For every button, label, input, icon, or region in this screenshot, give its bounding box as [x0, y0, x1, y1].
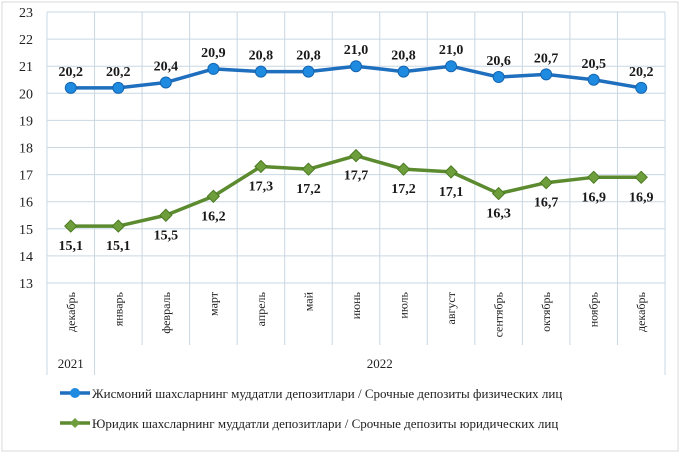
data-label: 17,2: [296, 182, 321, 197]
data-point: [64, 219, 78, 233]
data-label: 17,7: [344, 169, 369, 184]
x-tick-label: декабрь: [634, 291, 648, 332]
data-point: [349, 148, 363, 163]
data-label: 20,8: [249, 49, 274, 64]
data-label: 15,1: [106, 239, 131, 254]
data-point: [254, 159, 268, 174]
x-tick-label: февраль: [159, 291, 173, 333]
data-point: [207, 62, 220, 75]
data-label: 20,8: [296, 49, 321, 64]
data-label: 16,2: [201, 209, 226, 224]
x-tick-label: март: [206, 291, 220, 316]
data-point: [254, 65, 267, 78]
data-label: 21,0: [344, 43, 369, 58]
data-label: 15,5: [154, 228, 179, 243]
data-point: [302, 65, 315, 78]
y-tick-label: 20: [19, 87, 33, 102]
data-point: [397, 65, 410, 78]
data-label: 17,1: [439, 185, 464, 200]
data-label: 16,9: [581, 190, 606, 205]
y-tick-label: 23: [19, 6, 33, 21]
data-point: [159, 208, 173, 222]
y-tick-label: 14: [19, 250, 33, 265]
y-tick-label: 19: [19, 114, 33, 129]
x-tick-label: август: [444, 291, 458, 324]
x-tick-label: ноябрь: [587, 291, 601, 327]
data-point: [539, 176, 553, 190]
x-tick-label: май: [301, 291, 315, 311]
y-tick-label: 16: [19, 196, 33, 211]
data-label: 16,3: [486, 207, 511, 222]
data-label: 20,7: [534, 51, 559, 66]
data-label: 20,8: [391, 49, 416, 64]
data-label: 20,2: [629, 65, 654, 80]
x-tick-label: июль: [397, 291, 411, 318]
legend-marker-icon: [70, 418, 80, 428]
x-tick-label: апрель: [254, 291, 268, 326]
data-label: 20,6: [486, 54, 511, 69]
x-tick-label: январь: [111, 291, 125, 326]
data-label: 17,3: [249, 179, 274, 194]
y-tick-label: 21: [19, 60, 33, 75]
data-label: 20,2: [59, 65, 84, 80]
data-label: 20,4: [154, 59, 179, 74]
x-tick-label: сентябрь: [492, 291, 506, 337]
data-point: [350, 60, 362, 73]
data-point: [586, 170, 601, 185]
data-point: [634, 170, 648, 185]
data-label: 16,9: [629, 190, 654, 205]
data-point: [635, 81, 648, 94]
y-tick-label: 13: [19, 277, 33, 292]
data-label: 20,5: [581, 57, 606, 72]
y-tick-label: 18: [19, 142, 33, 157]
y-tick-label: 17: [19, 169, 33, 184]
data-point: [445, 60, 458, 73]
data-point: [64, 81, 77, 94]
data-point: [206, 189, 221, 203]
legend-marker-icon: [70, 388, 80, 398]
data-label: 15,1: [59, 239, 84, 254]
data-label: 20,2: [106, 65, 131, 80]
series-line-1: [70, 153, 642, 228]
x-tick-label: декабрь: [64, 291, 78, 332]
data-point: [112, 81, 125, 94]
year-label: 2022: [367, 356, 393, 371]
y-tick-label: 22: [19, 33, 33, 48]
data-point: [491, 186, 506, 201]
data-point: [540, 68, 553, 81]
x-tick-label: июнь: [349, 291, 363, 319]
data-label: 17,2: [391, 182, 416, 197]
data-label: 20,9: [201, 46, 226, 61]
legend-label: Юридик шахсларнинг муддатли депозитлари …: [92, 416, 558, 431]
data-point: [159, 76, 172, 89]
y-tick-label: 15: [19, 223, 33, 238]
data-point: [396, 162, 411, 176]
data-point: [301, 162, 316, 176]
year-label: 2021: [58, 356, 84, 371]
legend-label: Жисмоний шахсларнинг муддатли депозитлар…: [92, 386, 562, 401]
data-point: [111, 219, 126, 233]
data-point: [587, 73, 600, 86]
data-point: [492, 71, 505, 84]
x-tick-label: октябрь: [539, 291, 553, 331]
data-label: 16,7: [534, 196, 559, 211]
data-point: [444, 165, 458, 179]
data-label: 21,0: [439, 43, 464, 58]
